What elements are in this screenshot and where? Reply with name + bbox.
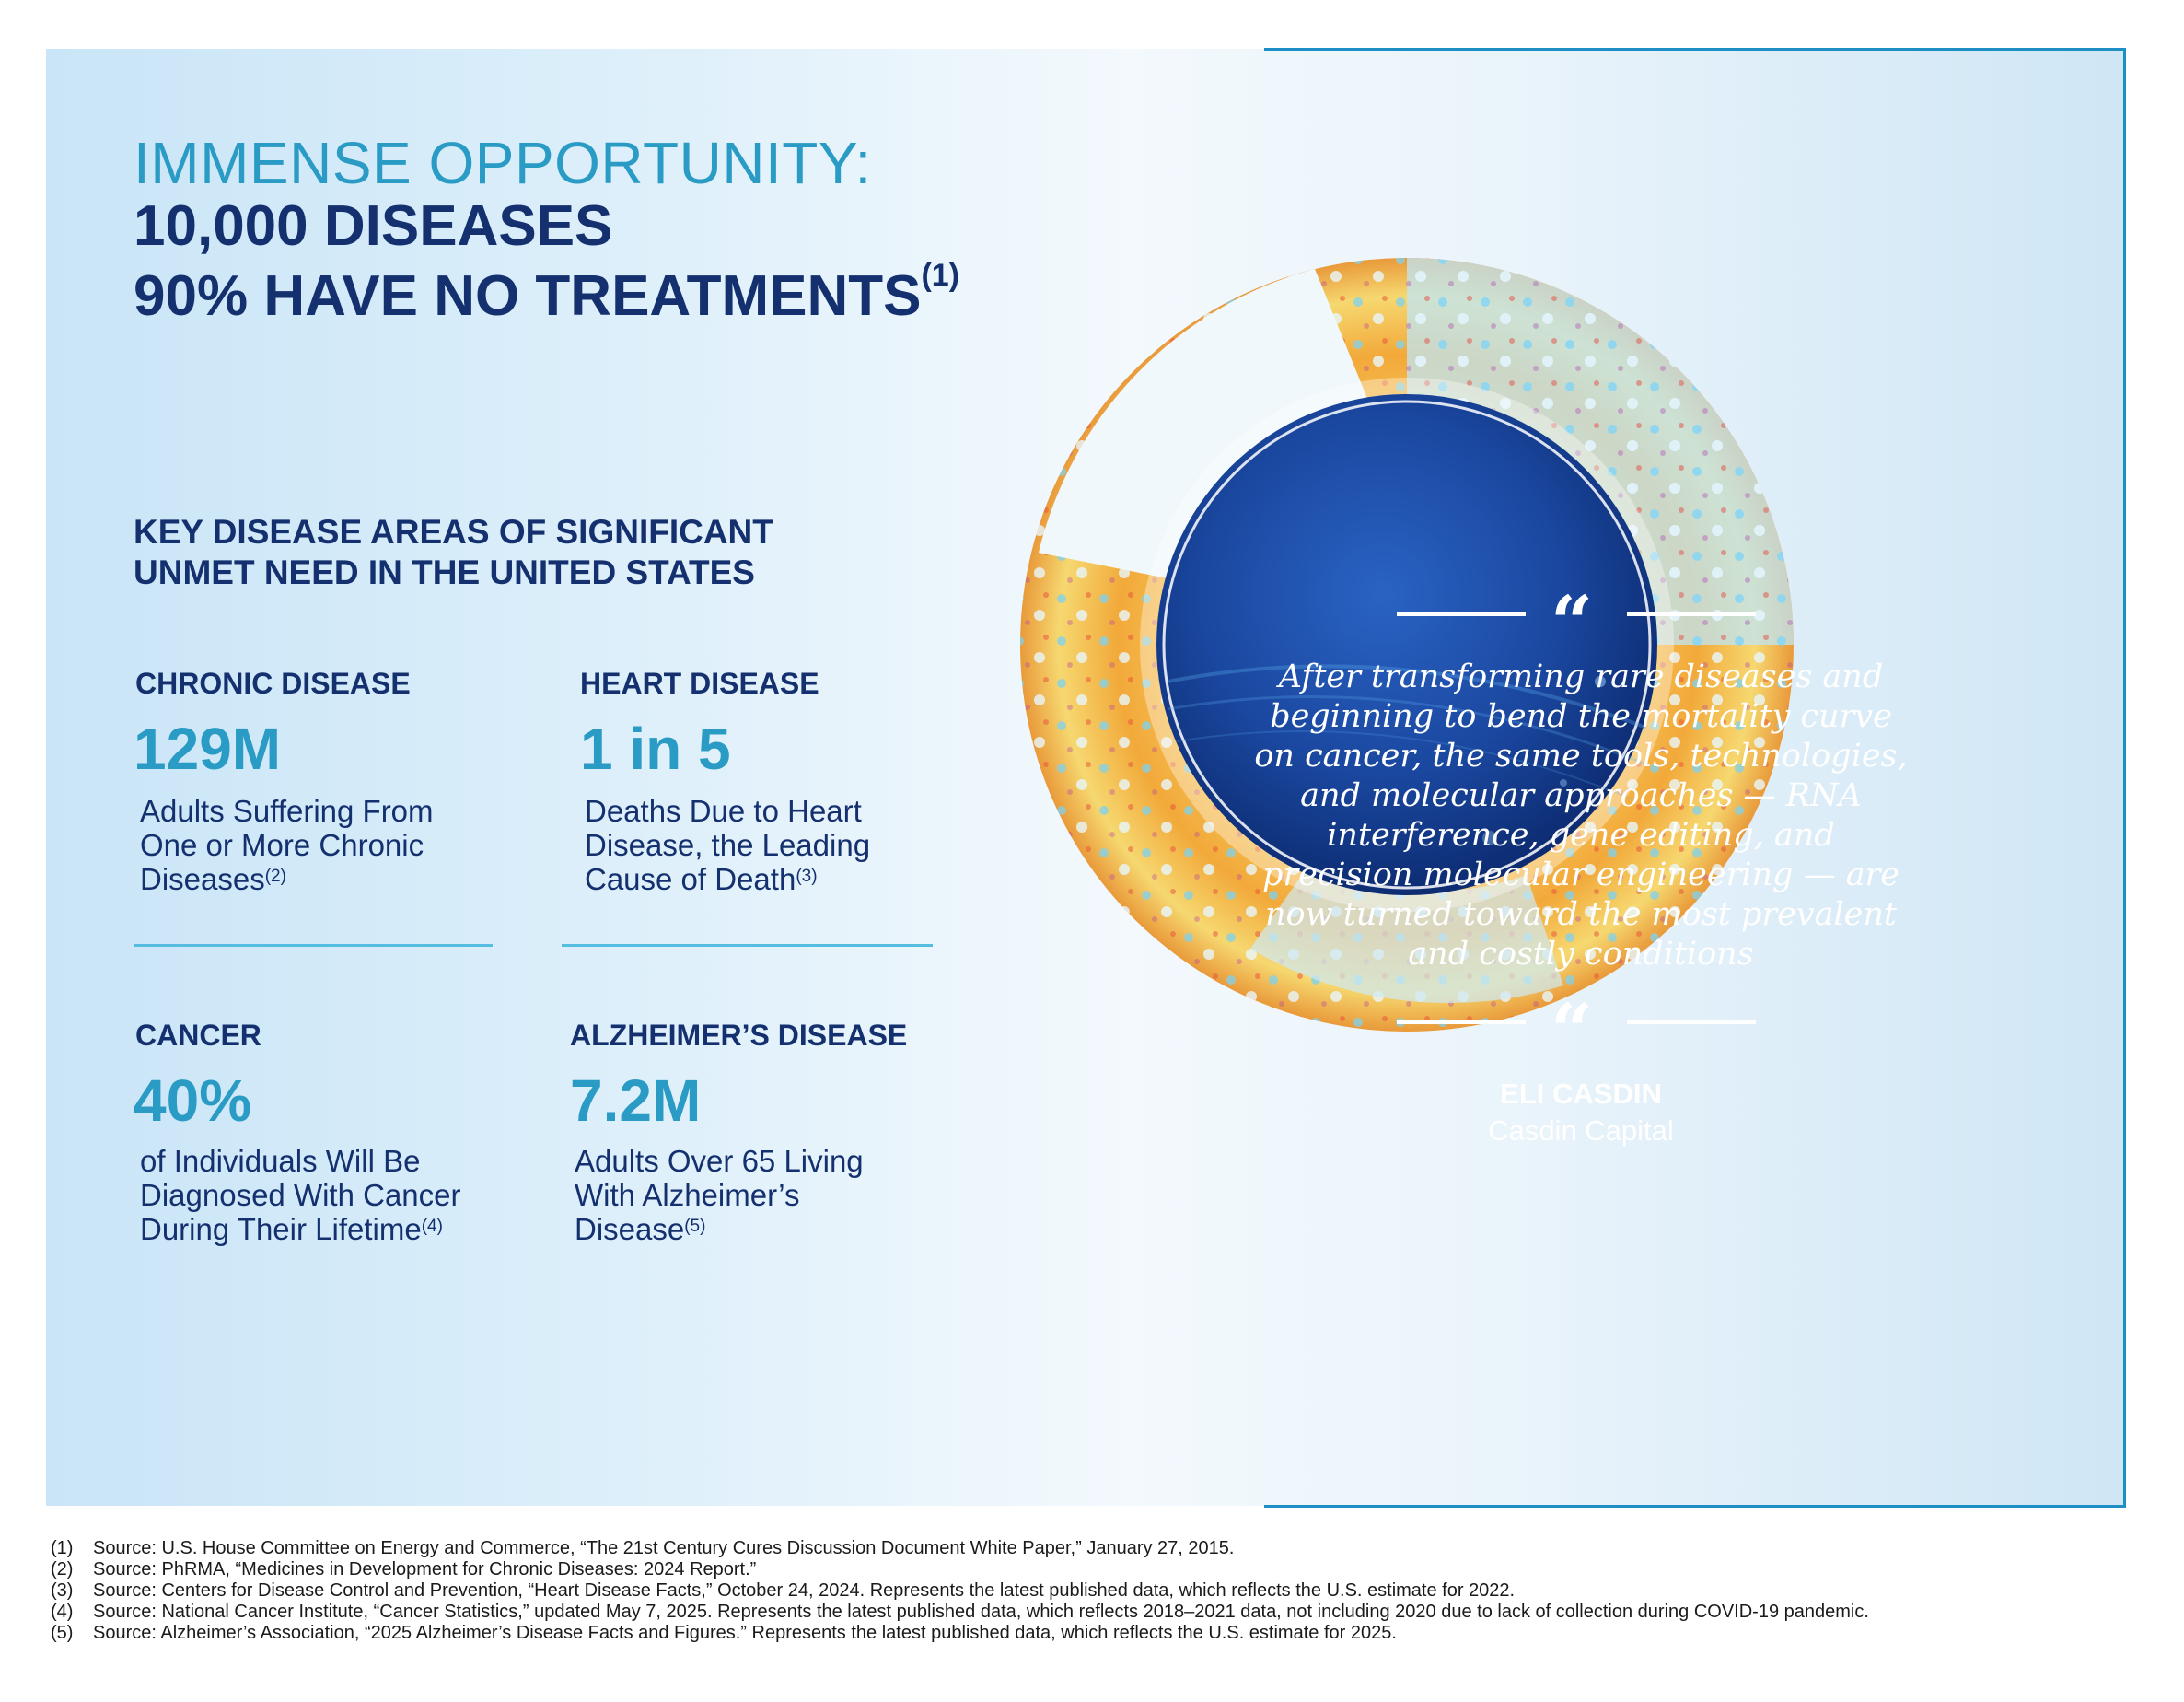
frame-border-bottom	[1264, 1505, 2126, 1508]
footnote-5: (5) Source: Alzheimer’s Association, “202…	[51, 1623, 1397, 1643]
stat-desc-heart: Deaths Due to Heart Disease, the Leading…	[585, 794, 871, 896]
footnote-3: (3) Source: Centers for Disease Control a…	[51, 1580, 1516, 1601]
footnote-4: (4) Source: National Cancer Institute, “C…	[51, 1602, 1869, 1622]
stat-desc-cancer: of Individuals Will Be Diagnosed With Ca…	[140, 1144, 461, 1246]
headline-opportunity: IMMENSE OPPORTUNITY:	[134, 130, 872, 196]
footnote-2: (2) Source: PhRMA, “Medicines in Developm…	[51, 1559, 757, 1580]
stat-value-heart: 1 in 5	[580, 716, 731, 782]
footnotes: (1) Source: U.S. House Committee on Energ…	[51, 1538, 1869, 1644]
quote-rule-left-top	[1397, 612, 1526, 616]
headline-diseases: 10,000 DISEASES	[134, 194, 613, 258]
quote-close-mark: “	[1551, 987, 1594, 1074]
stat-category-chronic: CHRONIC DISEASE	[135, 667, 411, 700]
stat-desc-alzheimers: Adults Over 65 Living With Alzheimer’s D…	[575, 1144, 864, 1246]
headline-treatments: 90% HAVE NO TREATMENTS(1)	[134, 258, 960, 328]
stat-value-cancer: 40%	[134, 1067, 252, 1134]
quote-author: ELI CASDIN	[1500, 1078, 1662, 1110]
footnote-1: (1) Source: U.S. House Committee on Energ…	[51, 1538, 1235, 1558]
divider-left	[134, 944, 493, 947]
frame-border-top	[1264, 48, 2126, 51]
microscopy-ring-graphic	[1011, 249, 1803, 1041]
divider-right	[562, 944, 933, 947]
pull-quote: After transforming rare diseases and beg…	[1254, 659, 1908, 973]
quote-rule-right-bottom	[1627, 1020, 1756, 1024]
stat-category-alzheimers: ALZHEIMER’S DISEASE	[570, 1019, 908, 1052]
stat-value-chronic: 129M	[134, 716, 282, 782]
stat-category-cancer: CANCER	[135, 1019, 261, 1052]
frame-border-right	[2123, 48, 2126, 1508]
ring-illustration	[1020, 258, 1794, 1032]
footnote-ref: (1)	[921, 258, 960, 293]
stat-desc-chronic: Adults Suffering From One or More Chroni…	[140, 794, 434, 896]
quote-rule-right-top	[1627, 612, 1756, 616]
quote-rule-left-bottom	[1397, 1020, 1526, 1024]
quote-open-mark: “	[1551, 579, 1594, 666]
section-subheading: KEY DISEASE AREAS OF SIGNIFICANT UNMET N…	[134, 513, 773, 591]
quote-author-firm: Casdin Capital	[1488, 1114, 1674, 1147]
stat-value-alzheimers: 7.2M	[570, 1067, 702, 1134]
stat-category-heart: HEART DISEASE	[580, 667, 819, 700]
